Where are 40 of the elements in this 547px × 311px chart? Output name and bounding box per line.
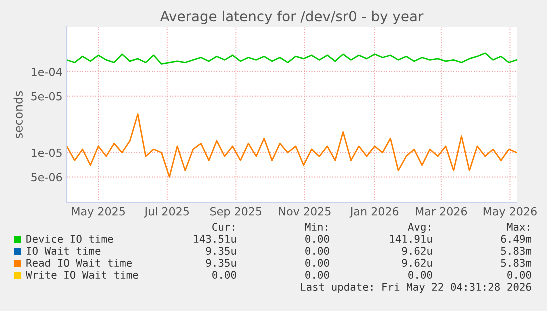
text: 9.35u <box>206 247 236 256</box>
x-tick-label: Jul 2025 <box>144 207 190 218</box>
y-tick-label: 1e-04 <box>32 68 62 76</box>
text: 5.83m <box>501 247 532 256</box>
text: Cur: <box>212 223 234 232</box>
legend-label: IO Wait time <box>27 246 101 256</box>
text: 6.49m <box>501 235 532 244</box>
text: 0.00 <box>212 271 236 280</box>
text: Avg: <box>408 223 430 234</box>
text: Min: <box>305 222 328 231</box>
text: 0.00 <box>306 247 330 256</box>
x-tick-label: May 2025 <box>72 207 125 218</box>
text: 143.51u <box>194 235 236 244</box>
text: 9.62u <box>402 259 432 268</box>
x-tick-label: Mar 2026 <box>416 207 468 216</box>
x-tick-label: Sep 2025 <box>210 207 262 218</box>
text: 0.00 <box>408 271 432 280</box>
text: Last update: Fri May 22 04:31:28 2026 <box>301 282 532 294</box>
y-tick-label: 5e-05 <box>32 92 62 101</box>
line-series <box>67 52 517 65</box>
text: 0.00 <box>306 259 330 268</box>
legend-label: Read IO Wait time <box>26 258 132 268</box>
y-axis-title: seconds <box>14 91 23 138</box>
x-tick-label: May 2026 <box>484 207 537 218</box>
text: 0.00 <box>508 271 532 280</box>
text: Max: <box>507 223 530 232</box>
x-tick-label: Nov 2025 <box>279 207 331 216</box>
text: 141.91u <box>390 235 432 244</box>
y-tick-label: 1e-05 <box>32 148 62 158</box>
text: 9.62u <box>402 247 432 256</box>
text: 9.35u <box>206 259 236 268</box>
chart-title: Average latency for /dev/sr0 - by year <box>160 10 424 24</box>
text: 0.00 <box>306 235 330 244</box>
line-series <box>67 114 517 178</box>
x-tick-label: Jan 2026 <box>350 207 399 218</box>
text: 5.83m <box>501 259 532 268</box>
legend-label: Write IO Wait time <box>26 270 138 280</box>
y-tick-label: 5e-06 <box>32 173 62 182</box>
text: 0.00 <box>306 271 330 280</box>
legend-label: Device IO time <box>26 234 114 244</box>
